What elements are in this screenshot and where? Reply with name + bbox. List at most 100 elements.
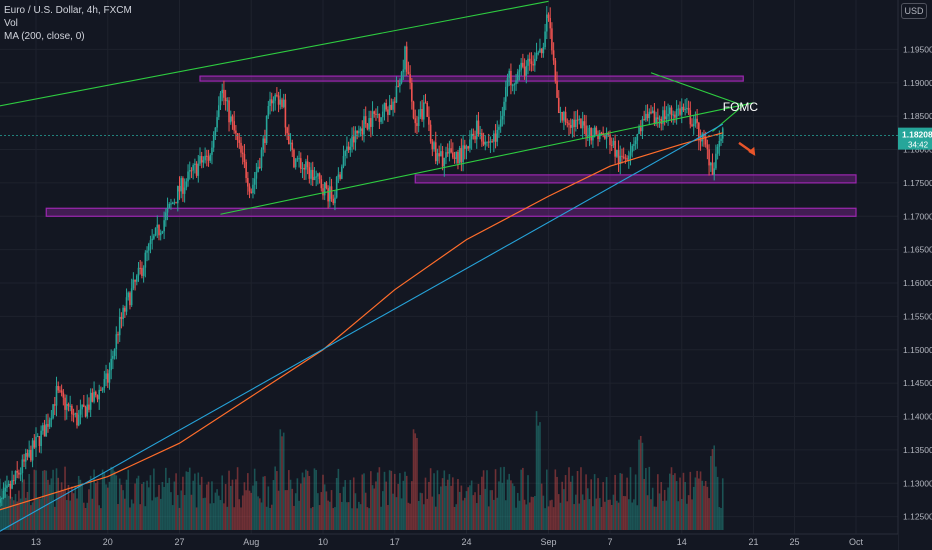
volume-bar: [409, 503, 411, 530]
candle-body: [511, 85, 514, 87]
currency-button[interactable]: USD: [901, 3, 927, 19]
plot-area[interactable]: [0, 0, 898, 534]
volume-bar: [35, 470, 37, 530]
volume-bar: [4, 484, 7, 530]
price-tick-label: 1.14500: [903, 378, 932, 388]
volume-bar: [139, 504, 142, 530]
volume-bar: [64, 466, 66, 530]
volume-bar: [434, 506, 437, 530]
candle-body: [84, 406, 87, 417]
candle-body: [236, 133, 239, 141]
candle-body: [337, 174, 340, 177]
candle-body: [79, 409, 82, 415]
candle-body: [47, 423, 49, 427]
candle-body: [129, 292, 131, 306]
volume-legend[interactable]: Vol: [4, 18, 18, 29]
candle-body: [689, 110, 692, 125]
candle-body: [161, 231, 164, 233]
annotations[interactable]: FOMC: [723, 100, 759, 156]
volume-bar: [105, 484, 107, 530]
volume-bar: [675, 481, 678, 530]
volume-bar: [40, 498, 42, 530]
volume-bar: [361, 474, 364, 530]
volume-bar: [559, 502, 562, 530]
volume-bar: [125, 479, 128, 530]
candle-body: [518, 70, 521, 72]
blue-trendline: [0, 123, 724, 532]
volume-bar: [479, 495, 481, 530]
volume-bar: [113, 471, 116, 530]
volume-bar: [158, 484, 160, 530]
candle-body: [680, 106, 683, 115]
volume-bar: [381, 491, 384, 530]
volume-bar: [511, 483, 514, 530]
price-tick-label: 1.15500: [903, 311, 932, 321]
volume-bar: [662, 500, 664, 530]
volume-bar: [508, 473, 511, 530]
fomc-label[interactable]: FOMC: [723, 100, 759, 114]
candle-body: [125, 297, 128, 312]
candle-body: [417, 116, 420, 126]
volume-bar: [607, 499, 610, 530]
volume-bar: [106, 487, 109, 530]
candle-body: [171, 203, 174, 205]
candle-body: [106, 373, 109, 383]
candle-body: [657, 117, 659, 120]
volume-bar: [258, 498, 261, 530]
support-resistance-zones[interactable]: [45, 75, 857, 217]
candle-body: [306, 161, 309, 168]
time-axis[interactable]: 13 20 27 Aug 10 17 24 Sep 7 14 21 25 Oct: [0, 533, 898, 550]
candle-body: [55, 385, 58, 406]
candle-body: [330, 186, 333, 199]
volume-bar: [12, 500, 15, 530]
candle-body: [715, 153, 717, 169]
candle-body: [31, 440, 34, 461]
volume-bar: [709, 456, 712, 530]
volume-bar: [477, 483, 480, 530]
candle-body: [487, 141, 490, 143]
ma-legend[interactable]: MA (200, close, 0): [4, 31, 85, 42]
volume-bar: [33, 469, 36, 530]
volume-bar: [168, 477, 171, 530]
candle-body: [334, 197, 336, 204]
candle-body: [639, 127, 642, 132]
volume-bar: [573, 504, 575, 530]
volume-bar: [718, 507, 721, 530]
candle-body: [609, 134, 611, 146]
symbol-title[interactable]: Euro / U.S. Dollar, 4h, FXCM: [4, 5, 132, 16]
volume-bar: [281, 436, 283, 530]
volume-bar: [407, 502, 410, 530]
candle-body: [276, 94, 278, 96]
volume-bar: [315, 469, 317, 530]
volume-bar: [358, 501, 360, 530]
candle-body: [217, 105, 220, 118]
candle-body: [342, 156, 345, 167]
volume-bar: [402, 480, 405, 530]
candle-body: [405, 46, 408, 72]
zone-rect: [45, 207, 857, 217]
candle-body: [305, 161, 307, 170]
volume-bar: [243, 482, 246, 530]
volume-bar: [706, 486, 709, 530]
candle-body: [24, 453, 27, 462]
volume-bar: [701, 480, 704, 530]
volume-bar: [527, 475, 529, 530]
candle-body: [433, 142, 435, 150]
candle-body: [493, 133, 495, 142]
volume-bar: [534, 496, 536, 530]
volume-bar: [7, 495, 10, 530]
candle-body: [605, 133, 608, 139]
candle-body: [332, 198, 335, 204]
candle-body: [706, 144, 709, 150]
time-tick-label: 7: [607, 537, 612, 547]
candle-body: [684, 108, 686, 111]
volume-bar: [161, 481, 164, 530]
trendlines[interactable]: [0, 0, 754, 534]
volume-bar: [653, 506, 656, 530]
candle-body: [48, 419, 51, 427]
volume-bar: [247, 473, 249, 530]
volume-bar: [446, 479, 449, 530]
volume-bar: [91, 498, 94, 530]
